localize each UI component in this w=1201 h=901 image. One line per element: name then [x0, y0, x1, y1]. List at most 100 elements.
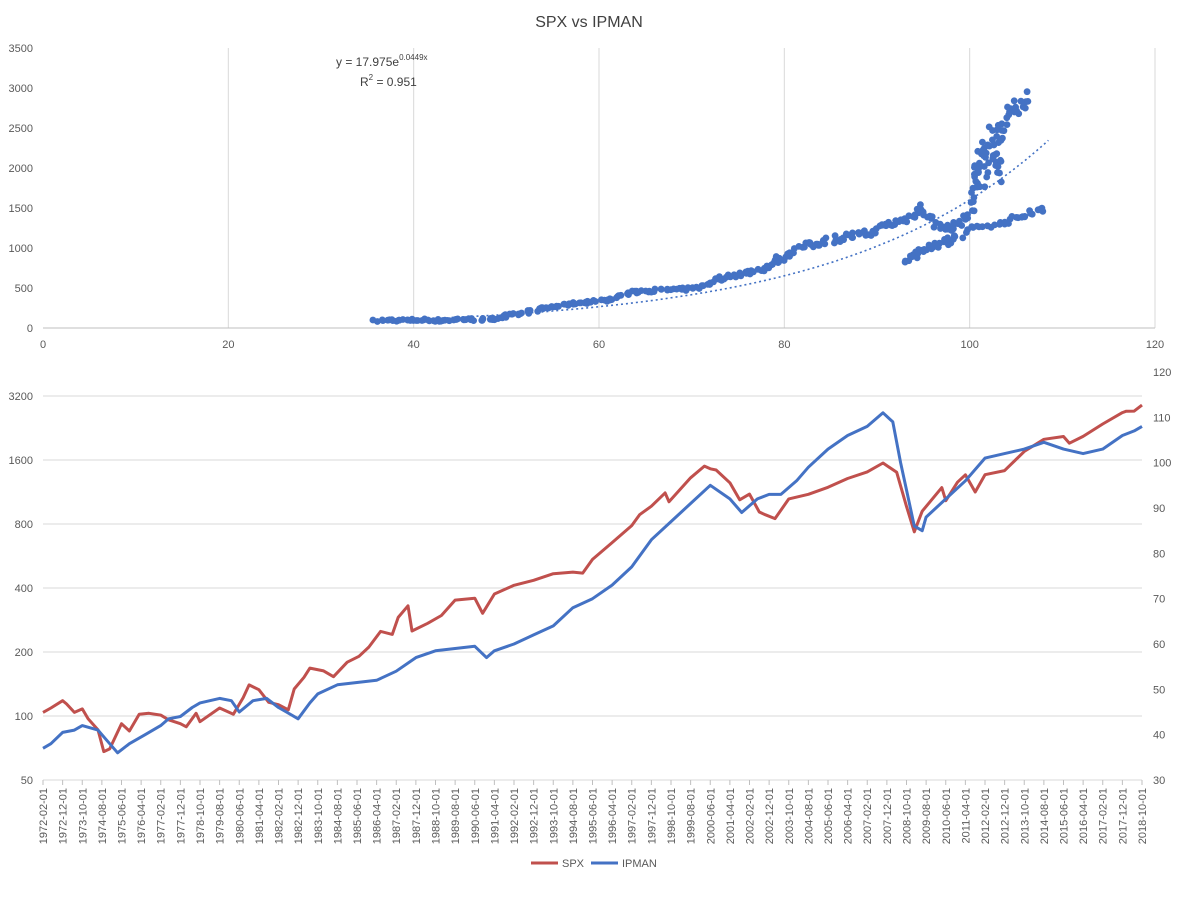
x-tick-label: 2008-10-01	[902, 788, 914, 844]
scatter-point	[908, 253, 916, 261]
x-tick-label: 1972-12-01	[58, 788, 70, 844]
x-tick-label: 2014-08-01	[1039, 788, 1051, 844]
x-tick-label: 2003-10-01	[784, 788, 796, 844]
scatter-point	[1013, 214, 1020, 221]
scatter-x-tick: 100	[960, 339, 978, 351]
x-tick-label: 1990-06-01	[470, 788, 482, 844]
x-tick-label: 1984-08-01	[332, 788, 344, 844]
x-tick-label: 2017-02-01	[1098, 788, 1110, 844]
x-tick-label: 2001-04-01	[725, 788, 737, 844]
scatter-point	[902, 217, 910, 225]
scatter-point	[970, 207, 978, 215]
scatter-point	[991, 221, 998, 229]
scatter-point	[821, 240, 829, 248]
scatter-point	[806, 239, 814, 247]
scatter-point	[942, 225, 950, 232]
x-tick-label: 1977-12-01	[175, 788, 187, 844]
x-tick-label: 1987-12-01	[411, 788, 423, 844]
x-tick-label: 2018-10-01	[1137, 788, 1149, 844]
right-y-tick: 90	[1153, 503, 1165, 515]
legend: SPX IPMAN	[531, 858, 657, 870]
scatter-point	[657, 285, 665, 293]
scatter-point	[914, 250, 922, 257]
scatter-point	[1003, 121, 1011, 128]
scatter-point	[971, 170, 978, 178]
scatter-point	[1021, 104, 1029, 112]
scatter-point	[984, 141, 992, 149]
scatter-point	[1013, 107, 1021, 115]
scatter-point	[937, 225, 944, 232]
series-line-ipman	[42, 411, 1143, 755]
x-tick-label: 2012-02-01	[980, 788, 992, 844]
scatter-point	[968, 223, 976, 231]
right-y-tick: 110	[1153, 412, 1171, 424]
scatter-point	[998, 120, 1006, 128]
r-squared: R2 = 0.951	[360, 73, 417, 89]
scatter-point	[959, 234, 967, 242]
scatter-point	[964, 214, 972, 222]
scatter-point	[980, 163, 988, 170]
x-tick-label: 1978-10-01	[195, 788, 207, 844]
right-y-tick: 70	[1153, 594, 1165, 606]
scatter-y-tick: 1500	[9, 203, 33, 215]
x-tick-label: 2007-02-01	[862, 788, 874, 844]
x-tick-label: 2002-12-01	[764, 788, 776, 844]
x-tick-label: 1976-04-01	[136, 788, 148, 844]
scatter-point	[989, 154, 997, 162]
right-y-tick: 50	[1153, 684, 1165, 696]
x-tick-label: 1993-10-01	[548, 788, 560, 844]
right-y-tick: 60	[1153, 639, 1165, 651]
scatter-point	[470, 317, 477, 324]
x-tick-label: 1986-04-01	[372, 788, 384, 844]
x-tick-label: 1983-10-01	[313, 788, 325, 844]
x-tick-label: 1995-06-01	[588, 788, 600, 844]
left-y-tick: 100	[15, 711, 33, 723]
scatter-point	[837, 236, 844, 243]
scatter-point	[981, 183, 989, 191]
scatter-point	[997, 158, 1005, 165]
right-y-tick: 80	[1153, 548, 1165, 560]
x-tick-label: 1994-08-01	[568, 788, 580, 844]
legend-label-ipman: IPMAN	[622, 858, 657, 870]
x-tick-label: 1992-12-01	[529, 788, 541, 844]
scatter-point	[831, 232, 839, 240]
x-tick-label: 1981-04-01	[254, 788, 266, 844]
scatter-point	[418, 317, 426, 324]
series-line-spx	[42, 403, 1143, 754]
legend-label-spx: SPX	[562, 858, 585, 870]
scatter-point	[997, 178, 1005, 186]
scatter-point	[950, 232, 958, 240]
x-tick-label: 1989-08-01	[450, 788, 462, 844]
scatter-point	[958, 222, 966, 229]
scatter-x-tick: 80	[778, 339, 790, 351]
scatter-point	[973, 183, 981, 191]
x-tick-label: 1979-08-01	[215, 788, 227, 844]
scatter-y-tick: 0	[27, 323, 33, 335]
scatter-point	[1005, 111, 1013, 119]
scatter-point	[727, 273, 734, 281]
scatter-y-tick: 3500	[9, 43, 33, 55]
scatter-x-tick: 120	[1146, 339, 1164, 351]
scatter-point	[993, 133, 1001, 140]
x-tick-label: 1982-12-01	[293, 788, 305, 844]
scatter-point	[849, 229, 856, 237]
right-y-tick: 100	[1153, 458, 1171, 470]
left-y-tick: 3200	[9, 391, 33, 403]
scatter-point	[842, 230, 850, 238]
right-y-tick: 30	[1153, 775, 1165, 787]
x-tick-label: 2000-06-01	[705, 788, 717, 844]
x-tick-label: 2017-12-01	[1117, 788, 1129, 844]
x-tick-label: 1977-02-01	[156, 788, 168, 844]
scatter-point	[479, 315, 487, 322]
scatter-point	[553, 302, 560, 310]
scatter-y-tick: 500	[15, 283, 33, 295]
x-tick-label: 1985-06-01	[352, 788, 364, 844]
scatter-point	[984, 169, 992, 176]
x-tick-label: 1982-02-01	[274, 788, 286, 844]
scatter-point	[920, 246, 928, 253]
left-y-tick: 50	[21, 775, 33, 787]
right-y-tick: 40	[1153, 730, 1165, 742]
scatter-point	[1000, 127, 1008, 135]
